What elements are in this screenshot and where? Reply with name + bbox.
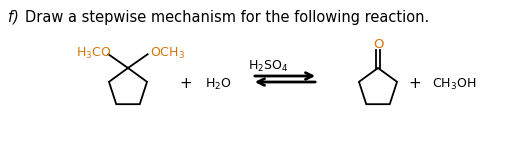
- Text: O: O: [373, 38, 383, 50]
- Text: $\mathregular{H_3CO}$: $\mathregular{H_3CO}$: [76, 46, 112, 61]
- Text: f): f): [8, 10, 19, 25]
- Text: Draw a stepwise mechanism for the following reaction.: Draw a stepwise mechanism for the follow…: [25, 10, 429, 25]
- Text: $\mathregular{OCH_3}$: $\mathregular{OCH_3}$: [150, 46, 185, 61]
- Text: $\mathregular{H_2O}$: $\mathregular{H_2O}$: [205, 77, 232, 92]
- Text: $\mathregular{H_2SO_4}$: $\mathregular{H_2SO_4}$: [248, 58, 288, 74]
- Text: +: +: [409, 77, 422, 91]
- Text: +: +: [179, 77, 192, 91]
- Text: $\mathregular{CH_3OH}$: $\mathregular{CH_3OH}$: [432, 77, 476, 92]
